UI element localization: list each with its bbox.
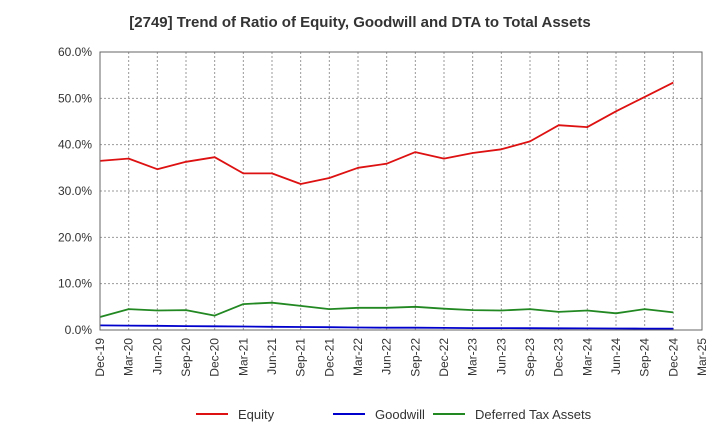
- x-tick-label: Jun-24: [609, 338, 623, 375]
- x-tick-label: Mar-25: [695, 338, 709, 376]
- legend-label-equity: Equity: [238, 407, 275, 422]
- x-tick-label: Dec-24: [666, 338, 680, 377]
- x-tick-label: Mar-22: [351, 338, 365, 376]
- series-line-equity: [99, 81, 674, 185]
- x-tick-label: Dec-22: [437, 338, 451, 377]
- x-tick-label: Sep-22: [408, 338, 422, 377]
- x-tick-label: Sep-20: [179, 338, 193, 377]
- x-tick-label: Mar-21: [236, 338, 250, 376]
- x-tick-label: Jun-22: [380, 338, 394, 375]
- x-tick-label: Jun-20: [150, 338, 164, 375]
- x-tick-label: Mar-20: [122, 338, 136, 376]
- x-tick-label: Jun-21: [265, 338, 279, 375]
- x-tick-label: Mar-24: [580, 338, 594, 376]
- legend-label-deferred-tax-assets: Deferred Tax Assets: [475, 407, 592, 422]
- legend-label-goodwill: Goodwill: [375, 407, 425, 422]
- x-tick-label: Mar-23: [466, 338, 480, 376]
- x-tick-label: Sep-21: [294, 338, 308, 377]
- y-tick-label: 30.0%: [58, 184, 92, 198]
- x-tick-label: Jun-23: [494, 338, 508, 375]
- y-axis-ticks: 0.0% 10.0% 20.0% 30.0% 40.0% 50.0% 60.0%: [58, 45, 92, 337]
- x-tick-label: Sep-24: [638, 338, 652, 377]
- x-tick-label: Dec-21: [322, 338, 336, 377]
- x-tick-label: Dec-19: [93, 338, 107, 377]
- y-tick-label: 10.0%: [58, 277, 92, 291]
- plot-area-frame: [99, 51, 703, 331]
- x-tick-label: Sep-23: [523, 338, 537, 377]
- x-tick-label: Dec-20: [208, 338, 222, 377]
- y-tick-label: 60.0%: [58, 45, 92, 59]
- y-tick-label: 0.0%: [65, 323, 93, 337]
- series-line-deferred-tax-assets: [99, 301, 674, 318]
- series-lines: [99, 81, 674, 330]
- y-tick-label: 40.0%: [58, 138, 92, 152]
- series-line-goodwill: [99, 324, 674, 330]
- x-tick-label: Dec-23: [552, 338, 566, 377]
- y-tick-label: 20.0%: [58, 230, 92, 244]
- gridlines: [99, 51, 703, 331]
- chart-title: [2749] Trend of Ratio of Equity, Goodwil…: [129, 14, 591, 31]
- legend: Equity Goodwill Deferred Tax Assets: [196, 407, 592, 422]
- y-tick-label: 50.0%: [58, 91, 92, 105]
- x-axis-ticks: Dec-19 Mar-20 Jun-20 Sep-20 Dec-20 Mar-21 Jun-…: [93, 338, 709, 377]
